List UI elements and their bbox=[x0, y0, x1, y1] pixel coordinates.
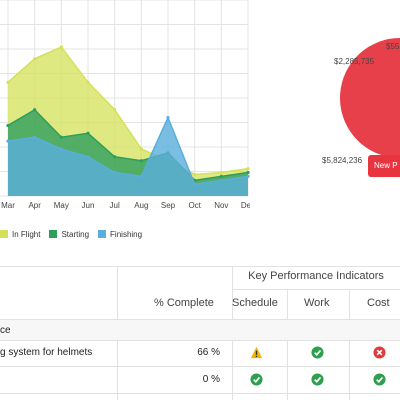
check-icon bbox=[311, 346, 324, 359]
column-header-cost[interactable]: Cost bbox=[367, 297, 390, 309]
data-point[interactable] bbox=[6, 80, 10, 84]
kpi-group-divider bbox=[232, 289, 400, 290]
kpi-group-header: Key Performance Indicators bbox=[248, 270, 384, 282]
data-point[interactable] bbox=[139, 174, 143, 178]
pie-label-red-value: $5,824,236 bbox=[322, 156, 363, 165]
column-header-work[interactable]: Work bbox=[304, 297, 330, 309]
legend-swatch-finishing bbox=[98, 230, 107, 238]
legend-label-in-flight: In Flight bbox=[12, 229, 41, 239]
row-pct-complete: 0 % bbox=[202, 374, 220, 385]
data-point[interactable] bbox=[113, 170, 117, 175]
data-point[interactable] bbox=[59, 147, 63, 151]
legend-label-finishing: Finishing bbox=[110, 229, 143, 239]
data-point[interactable] bbox=[193, 182, 197, 186]
legend-swatch-in-flight bbox=[0, 230, 8, 238]
data-point[interactable] bbox=[33, 108, 37, 112]
error-icon bbox=[373, 346, 386, 359]
chart-legend: In Flight Starting Finishing bbox=[0, 227, 151, 241]
x-tick-label: Oct bbox=[188, 201, 201, 210]
column-header-schedule[interactable]: Schedule bbox=[232, 297, 278, 309]
data-point[interactable] bbox=[166, 116, 170, 120]
data-point[interactable] bbox=[219, 174, 223, 178]
x-tick-label: Mar bbox=[1, 201, 15, 210]
data-point[interactable] bbox=[59, 135, 63, 139]
table-section-row[interactable]: ce bbox=[0, 319, 400, 341]
legend-item-in-flight[interactable]: In Flight bbox=[0, 230, 40, 239]
row-pct-complete: 66 % bbox=[197, 347, 220, 358]
check-icon bbox=[373, 373, 386, 386]
data-point[interactable] bbox=[86, 80, 90, 84]
data-point[interactable] bbox=[113, 108, 117, 112]
line-series-in-flight bbox=[7, 46, 249, 176]
data-point[interactable] bbox=[246, 166, 250, 171]
legend-label-starting: Starting bbox=[61, 229, 90, 239]
x-tick-label: Jul bbox=[110, 201, 120, 210]
data-point[interactable] bbox=[86, 155, 90, 159]
x-tick-label: May bbox=[54, 201, 69, 210]
data-point[interactable] bbox=[33, 57, 37, 61]
section-label: ce bbox=[0, 325, 11, 336]
x-tick-label: Jun bbox=[82, 201, 95, 210]
table-row[interactable]: 0 % bbox=[0, 367, 400, 394]
data-point[interactable] bbox=[219, 178, 223, 182]
data-point[interactable] bbox=[86, 131, 90, 135]
check-icon bbox=[311, 373, 324, 386]
x-tick-label: Dec bbox=[241, 201, 250, 210]
data-point[interactable] bbox=[113, 155, 117, 159]
data-point[interactable] bbox=[246, 170, 250, 175]
data-point[interactable] bbox=[6, 139, 10, 143]
data-point[interactable] bbox=[139, 159, 143, 163]
x-tick-label: Aug bbox=[134, 201, 148, 210]
data-point[interactable] bbox=[219, 170, 223, 175]
warning-icon bbox=[250, 346, 263, 359]
table-row[interactable]: g system for helmets 66 % bbox=[0, 340, 400, 367]
data-point[interactable] bbox=[193, 172, 197, 177]
data-point[interactable] bbox=[33, 135, 37, 139]
data-point[interactable] bbox=[246, 174, 250, 178]
check-icon bbox=[250, 373, 263, 386]
column-divider bbox=[349, 290, 350, 400]
area-series-finishing[interactable] bbox=[8, 117, 248, 196]
area-chart: Mar Apr May Jun Jul Aug Sep Oct Nov Dec bbox=[0, 0, 250, 210]
pie-tooltip-badge: New P bbox=[368, 155, 400, 177]
data-point[interactable] bbox=[59, 45, 63, 49]
pie-label-yellow-value: $2,285,735 bbox=[334, 57, 375, 66]
pie-chart bbox=[340, 38, 400, 158]
x-tick-label: Sep bbox=[161, 201, 176, 210]
column-divider bbox=[287, 290, 288, 400]
data-point[interactable] bbox=[139, 147, 143, 151]
table-top-border bbox=[0, 266, 400, 267]
pie-label-top: $55 bbox=[386, 42, 400, 51]
row-project-name: g system for helmets bbox=[0, 347, 93, 358]
pie-slice-red[interactable] bbox=[340, 38, 400, 158]
line-series-finishing bbox=[7, 115, 249, 186]
column-header-pct-complete[interactable]: % Complete bbox=[154, 297, 214, 309]
x-tick-label: Nov bbox=[214, 201, 228, 210]
line-series-starting bbox=[7, 108, 249, 182]
legend-swatch-starting bbox=[49, 230, 58, 238]
legend-item-finishing[interactable]: Finishing bbox=[98, 230, 142, 239]
legend-item-starting[interactable]: Starting bbox=[49, 230, 89, 239]
x-tick-label: Apr bbox=[28, 201, 41, 210]
data-point[interactable] bbox=[6, 123, 10, 128]
